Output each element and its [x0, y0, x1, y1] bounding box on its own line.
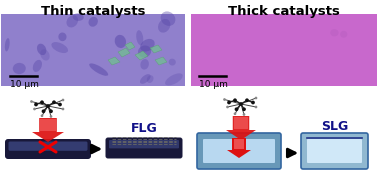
Polygon shape — [135, 51, 148, 60]
Circle shape — [50, 115, 52, 118]
Text: 10 μm: 10 μm — [199, 80, 228, 89]
Ellipse shape — [330, 29, 339, 36]
Circle shape — [245, 98, 249, 102]
Ellipse shape — [140, 39, 155, 52]
Circle shape — [58, 103, 62, 106]
Text: FLG: FLG — [131, 122, 157, 135]
Ellipse shape — [161, 11, 175, 26]
Circle shape — [227, 101, 231, 104]
FancyBboxPatch shape — [8, 142, 87, 151]
Ellipse shape — [88, 17, 98, 27]
Circle shape — [243, 113, 245, 116]
Ellipse shape — [138, 46, 151, 57]
Circle shape — [49, 109, 53, 113]
Polygon shape — [234, 139, 244, 149]
Circle shape — [234, 112, 236, 115]
Ellipse shape — [165, 73, 183, 85]
Ellipse shape — [147, 75, 153, 83]
Ellipse shape — [140, 74, 150, 84]
Ellipse shape — [5, 38, 10, 51]
Circle shape — [42, 109, 45, 113]
Polygon shape — [226, 116, 256, 140]
Bar — [191, 14, 377, 86]
Ellipse shape — [58, 33, 67, 41]
Ellipse shape — [115, 35, 126, 48]
Circle shape — [226, 106, 229, 108]
Polygon shape — [150, 45, 162, 53]
Ellipse shape — [37, 44, 46, 55]
Ellipse shape — [73, 13, 84, 21]
Circle shape — [239, 102, 243, 106]
Circle shape — [255, 106, 257, 108]
Ellipse shape — [158, 19, 170, 33]
Ellipse shape — [169, 59, 176, 66]
FancyBboxPatch shape — [5, 139, 91, 159]
FancyBboxPatch shape — [307, 139, 362, 163]
Text: SLG: SLG — [321, 120, 348, 133]
Polygon shape — [40, 119, 56, 131]
Ellipse shape — [340, 31, 347, 38]
Text: Thin catalysts: Thin catalysts — [41, 4, 145, 17]
Circle shape — [52, 100, 56, 104]
Circle shape — [255, 97, 257, 99]
FancyBboxPatch shape — [109, 140, 179, 148]
Text: 10 μm: 10 μm — [10, 80, 39, 89]
Ellipse shape — [51, 42, 68, 53]
Circle shape — [30, 100, 33, 103]
Text: Thick catalysts: Thick catalysts — [228, 4, 340, 17]
FancyBboxPatch shape — [105, 137, 183, 158]
Polygon shape — [32, 118, 64, 142]
Circle shape — [235, 107, 239, 111]
Circle shape — [46, 104, 50, 108]
Ellipse shape — [13, 63, 26, 74]
Polygon shape — [227, 138, 251, 158]
Circle shape — [251, 101, 255, 104]
Circle shape — [33, 108, 36, 110]
Circle shape — [34, 103, 38, 106]
Polygon shape — [108, 57, 120, 65]
Polygon shape — [118, 48, 130, 57]
FancyBboxPatch shape — [203, 139, 275, 163]
Ellipse shape — [140, 59, 149, 70]
Ellipse shape — [67, 15, 78, 27]
Bar — [1, 14, 185, 86]
Circle shape — [223, 98, 226, 101]
Ellipse shape — [33, 60, 42, 72]
Circle shape — [233, 98, 237, 102]
Circle shape — [242, 107, 246, 111]
Polygon shape — [125, 42, 135, 50]
Circle shape — [62, 108, 64, 110]
Polygon shape — [234, 117, 248, 129]
Circle shape — [62, 99, 64, 101]
FancyBboxPatch shape — [301, 133, 368, 169]
Ellipse shape — [136, 30, 143, 45]
FancyBboxPatch shape — [197, 133, 281, 169]
Circle shape — [41, 114, 43, 117]
Circle shape — [40, 100, 44, 104]
Ellipse shape — [89, 63, 108, 76]
Polygon shape — [155, 57, 167, 65]
Ellipse shape — [40, 49, 50, 61]
